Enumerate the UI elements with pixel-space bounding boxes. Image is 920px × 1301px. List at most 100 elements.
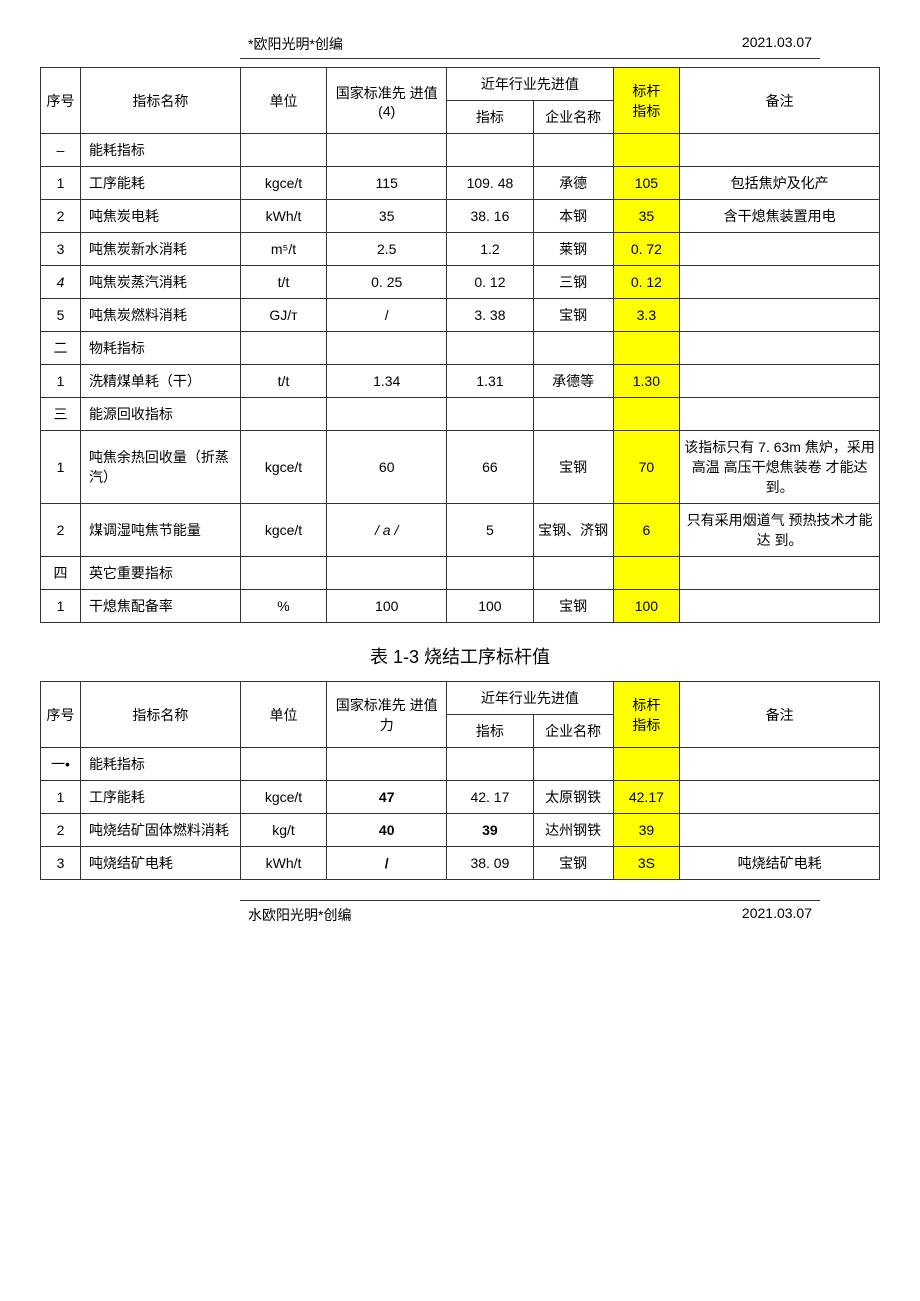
table-row: 4吨焦炭蒸汽消耗t/t0. 250. 12三钢0. 12 xyxy=(41,266,880,299)
cell-seq: 一• xyxy=(41,748,81,781)
cell-standard xyxy=(327,398,447,431)
cell-unit: kgce/t xyxy=(240,504,327,557)
cell-remark xyxy=(680,781,880,814)
cell-seq: – xyxy=(41,134,81,167)
cell-index: 42. 17 xyxy=(447,781,534,814)
cell-benchmark: 1.30 xyxy=(613,365,680,398)
cell-standard: / a / xyxy=(327,504,447,557)
cell-benchmark xyxy=(613,398,680,431)
cell-company xyxy=(533,557,613,590)
cell-standard: 100 xyxy=(327,590,447,623)
cell-benchmark: 42.17 xyxy=(613,781,680,814)
header-author: *欧阳光明*创编 xyxy=(248,34,343,54)
cell-name: 工序能耗 xyxy=(80,167,240,200)
cell-standard: 40 xyxy=(327,814,447,847)
cell-unit: % xyxy=(240,590,327,623)
table-row: 1干熄焦配备率%100100宝钢100 xyxy=(41,590,880,623)
th-name: 指标名称 xyxy=(80,68,240,134)
cell-remark: 吨烧结矿电耗 xyxy=(680,847,880,880)
cell-benchmark: 3.3 xyxy=(613,299,680,332)
table-row: 3吨烧结矿电耗kWh/t/38. 09宝钢3S吨烧结矿电耗 xyxy=(41,847,880,880)
table-row: 1工序能耗kgce/t4742. 17太原钢铁42.17 xyxy=(41,781,880,814)
cell-index: 109. 48 xyxy=(447,167,534,200)
cell-benchmark: 0. 72 xyxy=(613,233,680,266)
th-seq-2: 序号 xyxy=(41,682,81,748)
cell-name: 煤调湿吨焦节能量 xyxy=(80,504,240,557)
footer-author: 水欧阳光明*创编 xyxy=(248,905,351,925)
cell-remark xyxy=(680,299,880,332)
cell-company: 宝钢 xyxy=(533,847,613,880)
th-standard: 国家标准先 进值(4) xyxy=(327,68,447,134)
th-recent-group: 近年行业先进值 xyxy=(447,68,613,101)
cell-remark xyxy=(680,365,880,398)
cell-unit xyxy=(240,398,327,431)
cell-name: 洗精煤单耗（干） xyxy=(80,365,240,398)
cell-index xyxy=(447,398,534,431)
cell-standard: 47 xyxy=(327,781,447,814)
th-recent-group-2: 近年行业先进值 xyxy=(447,682,613,715)
th-unit-2: 单位 xyxy=(240,682,327,748)
cell-name: 吨焦炭新水消耗 xyxy=(80,233,240,266)
cell-seq: 5 xyxy=(41,299,81,332)
cell-seq: 二 xyxy=(41,332,81,365)
table-2: 序号 指标名称 单位 国家标准先 进值力 近年行业先进值 标杆 指标 备注 指标… xyxy=(40,681,880,880)
cell-company: 本钢 xyxy=(533,200,613,233)
cell-company: 宝钢、济钢 xyxy=(533,504,613,557)
cell-remark xyxy=(680,134,880,167)
th-remark: 备注 xyxy=(680,68,880,134)
cell-unit: kgce/t xyxy=(240,431,327,504)
table-row: 1吨焦余热回收量（折蒸汽）kgce/t6066宝钢70该指标只有 7. 63m … xyxy=(41,431,880,504)
cell-benchmark xyxy=(613,134,680,167)
cell-unit xyxy=(240,557,327,590)
cell-benchmark xyxy=(613,332,680,365)
cell-standard: 60 xyxy=(327,431,447,504)
th-seq: 序号 xyxy=(41,68,81,134)
cell-benchmark: 100 xyxy=(613,590,680,623)
cell-seq: 1 xyxy=(41,431,81,504)
cell-standard: 0. 25 xyxy=(327,266,447,299)
cell-company: 宝钢 xyxy=(533,431,613,504)
th-name-2: 指标名称 xyxy=(80,682,240,748)
table-row: 2吨烧结矿固体燃料消耗kg/t4039达州钢铁39 xyxy=(41,814,880,847)
cell-benchmark xyxy=(613,557,680,590)
cell-standard: / xyxy=(327,847,447,880)
cell-standard: 115 xyxy=(327,167,447,200)
table-row: 四英它重要指标 xyxy=(41,557,880,590)
cell-unit: kgce/t xyxy=(240,781,327,814)
cell-company: 达州钢铁 xyxy=(533,814,613,847)
cell-benchmark: 0. 12 xyxy=(613,266,680,299)
cell-unit: t/t xyxy=(240,266,327,299)
cell-seq: 2 xyxy=(41,504,81,557)
cell-company: 太原钢铁 xyxy=(533,781,613,814)
cell-seq: 1 xyxy=(41,590,81,623)
cell-index: 0. 12 xyxy=(447,266,534,299)
cell-company: 三钢 xyxy=(533,266,613,299)
cell-remark: 该指标只有 7. 63m 焦炉，采用高温 高压干熄焦装卷 才能达到。 xyxy=(680,431,880,504)
cell-benchmark: 105 xyxy=(613,167,680,200)
cell-seq: 四 xyxy=(41,557,81,590)
cell-index: 39 xyxy=(447,814,534,847)
cell-company: 承德 xyxy=(533,167,613,200)
cell-standard xyxy=(327,332,447,365)
cell-seq: 1 xyxy=(41,167,81,200)
cell-index xyxy=(447,557,534,590)
cell-unit xyxy=(240,134,327,167)
cell-standard xyxy=(327,134,447,167)
cell-company: 宝钢 xyxy=(533,299,613,332)
cell-company xyxy=(533,748,613,781)
cell-standard: 2.5 xyxy=(327,233,447,266)
cell-seq: 1 xyxy=(41,781,81,814)
cell-index xyxy=(447,134,534,167)
cell-seq: 2 xyxy=(41,200,81,233)
cell-remark xyxy=(680,332,880,365)
cell-index xyxy=(447,332,534,365)
cell-unit: kg/t xyxy=(240,814,327,847)
cell-remark xyxy=(680,557,880,590)
cell-index: 1.31 xyxy=(447,365,534,398)
header-date: 2021.03.07 xyxy=(742,34,812,54)
cell-unit: kgce/t xyxy=(240,167,327,200)
cell-benchmark: 3S xyxy=(613,847,680,880)
cell-index: 3. 38 xyxy=(447,299,534,332)
cell-seq: 3 xyxy=(41,233,81,266)
th-benchmark-2: 标杆 指标 xyxy=(613,682,680,748)
